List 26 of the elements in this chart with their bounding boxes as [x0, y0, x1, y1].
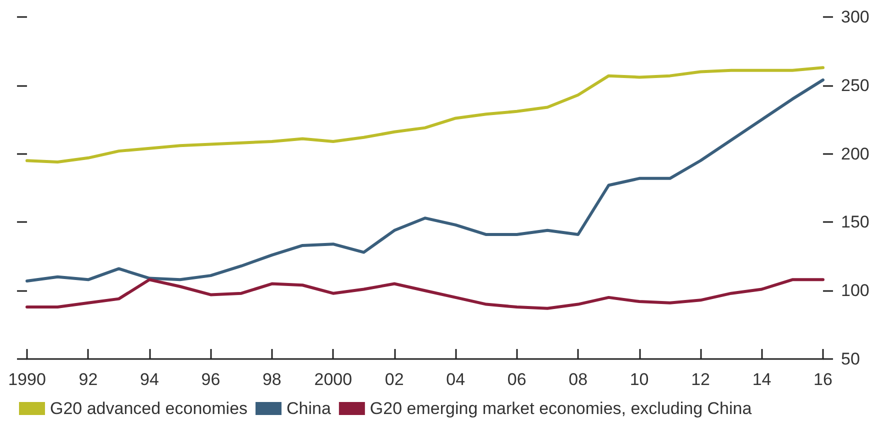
- x-tick-label: 08: [568, 370, 588, 389]
- x-tick-label: 10: [630, 370, 649, 389]
- y-tick-label: 250: [841, 76, 870, 95]
- legend-label: China: [286, 399, 332, 418]
- x-tick-label: 92: [78, 370, 98, 389]
- y-tick-label: 300: [841, 8, 870, 26]
- x-tick-label: 2000: [314, 370, 352, 389]
- x-tick-label: 98: [262, 370, 282, 389]
- x-tick-label: 12: [691, 370, 710, 389]
- x-tick-label: 1990: [8, 370, 46, 389]
- y-tick-label: 150: [841, 212, 870, 232]
- legend-label: G20 advanced economies: [50, 399, 248, 418]
- x-tick-label: 96: [201, 370, 220, 389]
- x-tick-label: 06: [507, 370, 526, 389]
- line-series: [26, 78, 824, 283]
- x-tick-label: 14: [752, 370, 772, 389]
- x-tick-label: 94: [140, 370, 159, 389]
- x-tick-label: 04: [446, 370, 466, 389]
- y-tick-label: 200: [841, 144, 870, 164]
- x-tick-label: 16: [814, 370, 832, 389]
- x-tick-label: 02: [384, 370, 404, 389]
- line-series: [26, 66, 824, 164]
- y-tick-label: 100: [841, 281, 870, 300]
- line-series: [26, 278, 824, 310]
- legend-label: G20 emerging market economies, excluding China: [370, 399, 752, 418]
- y-tick-label: 50: [841, 350, 860, 368]
